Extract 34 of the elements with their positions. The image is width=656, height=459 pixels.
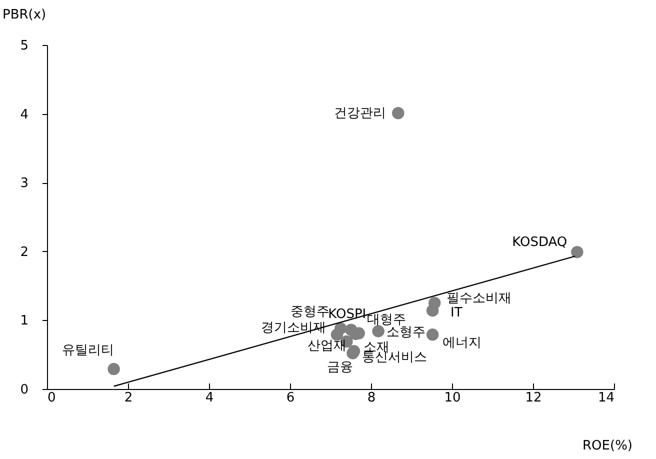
x-tick-label: 0	[48, 390, 56, 406]
y-tick-label: 1	[20, 314, 28, 329]
point	[392, 107, 404, 120]
y-tick-label: 3	[20, 176, 28, 192]
point	[426, 304, 439, 317]
series-label: KOSPI	[328, 306, 366, 322]
x-tick-label: 10	[444, 390, 461, 406]
series-label: IT	[450, 306, 462, 321]
series-label: KOSDAQ	[512, 235, 568, 250]
series-label: 중형주	[290, 304, 330, 320]
x-axis-title: ROE(%)	[582, 438, 632, 454]
x-tick-label: 14	[598, 390, 614, 406]
y-tick-label: 4	[20, 107, 28, 122]
point	[372, 325, 384, 338]
series-label: 대형주	[366, 312, 406, 328]
x-tick-label: 4	[205, 390, 214, 406]
series-label: 경기소비재	[260, 320, 326, 336]
point	[108, 362, 120, 376]
x-tick-label: 2	[124, 390, 133, 406]
x-tick-label: 12	[525, 390, 542, 406]
series-label: 필수소비재	[446, 291, 512, 306]
x-tick-label: 6	[286, 390, 295, 406]
series-label: 소형주	[386, 325, 426, 340]
series-label: 에너지	[442, 336, 482, 351]
series-label: 금융	[326, 360, 353, 376]
point	[426, 328, 439, 341]
point	[571, 246, 584, 258]
y-tick-label: 2	[20, 244, 28, 260]
series-label: 건강관리	[334, 106, 386, 122]
series-label: 산업재	[308, 338, 347, 354]
y-axis-title: PBR(x)	[2, 8, 46, 22]
x-tick-label: 8	[367, 390, 376, 406]
series-label: 유틸리티	[62, 343, 114, 358]
y-tick-label: 5	[20, 38, 28, 54]
